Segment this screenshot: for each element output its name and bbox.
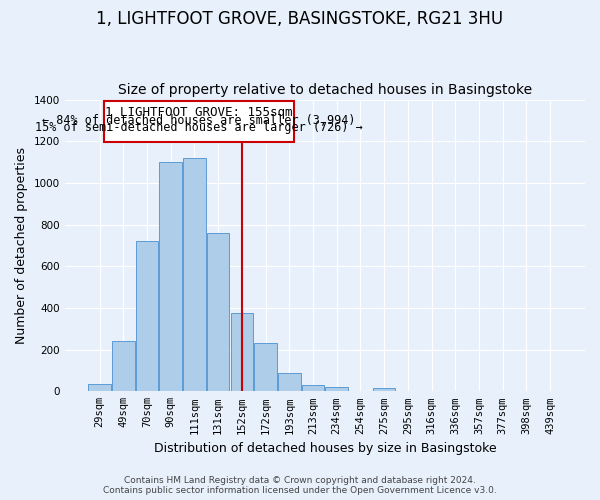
Bar <box>373 388 395 392</box>
X-axis label: Distribution of detached houses by size in Basingstoke: Distribution of detached houses by size … <box>154 442 496 455</box>
Bar <box>325 387 348 392</box>
Bar <box>136 242 158 392</box>
Title: Size of property relative to detached houses in Basingstoke: Size of property relative to detached ho… <box>118 83 532 97</box>
Text: Contains HM Land Registry data © Crown copyright and database right 2024.
Contai: Contains HM Land Registry data © Crown c… <box>103 476 497 495</box>
Bar <box>160 162 182 392</box>
Y-axis label: Number of detached properties: Number of detached properties <box>15 147 28 344</box>
Text: ← 84% of detached houses are smaller (3,994): ← 84% of detached houses are smaller (3,… <box>43 114 356 127</box>
Bar <box>230 313 253 392</box>
Bar <box>302 385 324 392</box>
Bar <box>112 342 134 392</box>
Text: 1, LIGHTFOOT GROVE, BASINGSTOKE, RG21 3HU: 1, LIGHTFOOT GROVE, BASINGSTOKE, RG21 3H… <box>97 10 503 28</box>
Bar <box>183 158 206 392</box>
Bar <box>88 384 111 392</box>
FancyBboxPatch shape <box>104 100 294 142</box>
Bar <box>207 233 229 392</box>
Text: 15% of semi-detached houses are larger (726) →: 15% of semi-detached houses are larger (… <box>35 122 363 134</box>
Text: 1 LIGHTFOOT GROVE: 155sqm: 1 LIGHTFOOT GROVE: 155sqm <box>106 106 293 119</box>
Bar <box>278 372 301 392</box>
Bar <box>254 344 277 392</box>
